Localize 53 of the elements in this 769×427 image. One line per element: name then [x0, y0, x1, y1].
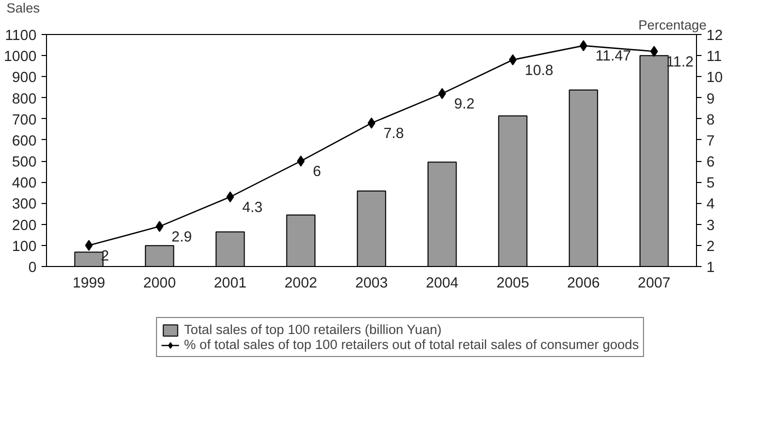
x-tick-label: 2001	[214, 276, 247, 292]
legend-label: % of total sales of top 100 retailers out of total retail sales of consumer goods	[184, 337, 639, 352]
y2-tick-label: 4	[706, 196, 715, 213]
x-tick-label: 1999	[72, 276, 106, 292]
data-label: 7.8	[384, 126, 404, 142]
bar	[498, 115, 528, 266]
y2-axis-title: Percentage	[638, 18, 706, 32]
y2-tick-label: 2	[706, 238, 715, 255]
bar	[568, 89, 598, 266]
data-label: 10.8	[524, 62, 554, 79]
y-tick-label: 700	[12, 112, 37, 128]
x-tick-label: 2004	[426, 276, 458, 292]
y2-tick-label: 7	[706, 133, 715, 150]
bar	[428, 162, 457, 266]
y-tick-label: 600	[12, 133, 37, 150]
data-label: 2.9	[172, 229, 192, 246]
y-tick-label: 1100	[4, 28, 37, 44]
y2-tick-label: 6	[706, 154, 715, 171]
y-axis-title: Sales	[6, 0, 40, 16]
x-tick-label: 2007	[638, 276, 670, 292]
y-tick-label: 0	[28, 260, 37, 276]
y2-tick-label: 8	[706, 112, 715, 128]
y-tick-label: 100	[12, 238, 37, 255]
y-tick-label: 800	[12, 91, 37, 108]
y-tick-label: 300	[12, 196, 37, 213]
y2-tick-label: 10	[706, 70, 723, 86]
bar	[286, 214, 316, 266]
data-label: 4.3	[242, 200, 263, 216]
x-tick-label: 2005	[496, 276, 530, 292]
point	[226, 191, 234, 202]
y2-tick-label: 11	[706, 49, 722, 66]
y2-tick-label: 12	[706, 28, 723, 44]
x-tick-label: 2006	[567, 276, 600, 292]
data-label: 6	[312, 164, 322, 180]
y2-tick-label: 1	[706, 260, 715, 276]
data-label: 9.2	[454, 96, 475, 113]
point	[508, 54, 517, 66]
y-tick-label: 500	[12, 154, 37, 171]
x-tick-label: 2002	[284, 276, 318, 292]
legend-label: Total sales of top 100 retailers (billion Yuan)	[184, 322, 442, 337]
x-tick-label: 2000	[143, 276, 176, 292]
x-tick-label: 2003	[355, 276, 388, 292]
y2-tick-label: 5	[706, 176, 715, 192]
y-tick-label: 1000	[4, 49, 37, 66]
y-tick-label: 900	[12, 70, 37, 86]
bar	[144, 245, 174, 266]
data-label: 11.47	[595, 48, 632, 65]
y2-tick-label: 3	[706, 218, 715, 234]
y-tick-label: 200	[12, 218, 37, 234]
y2-tick-label: 9	[706, 91, 715, 108]
bar	[356, 190, 386, 266]
bar	[216, 231, 245, 266]
y-tick-label: 400	[12, 176, 37, 192]
